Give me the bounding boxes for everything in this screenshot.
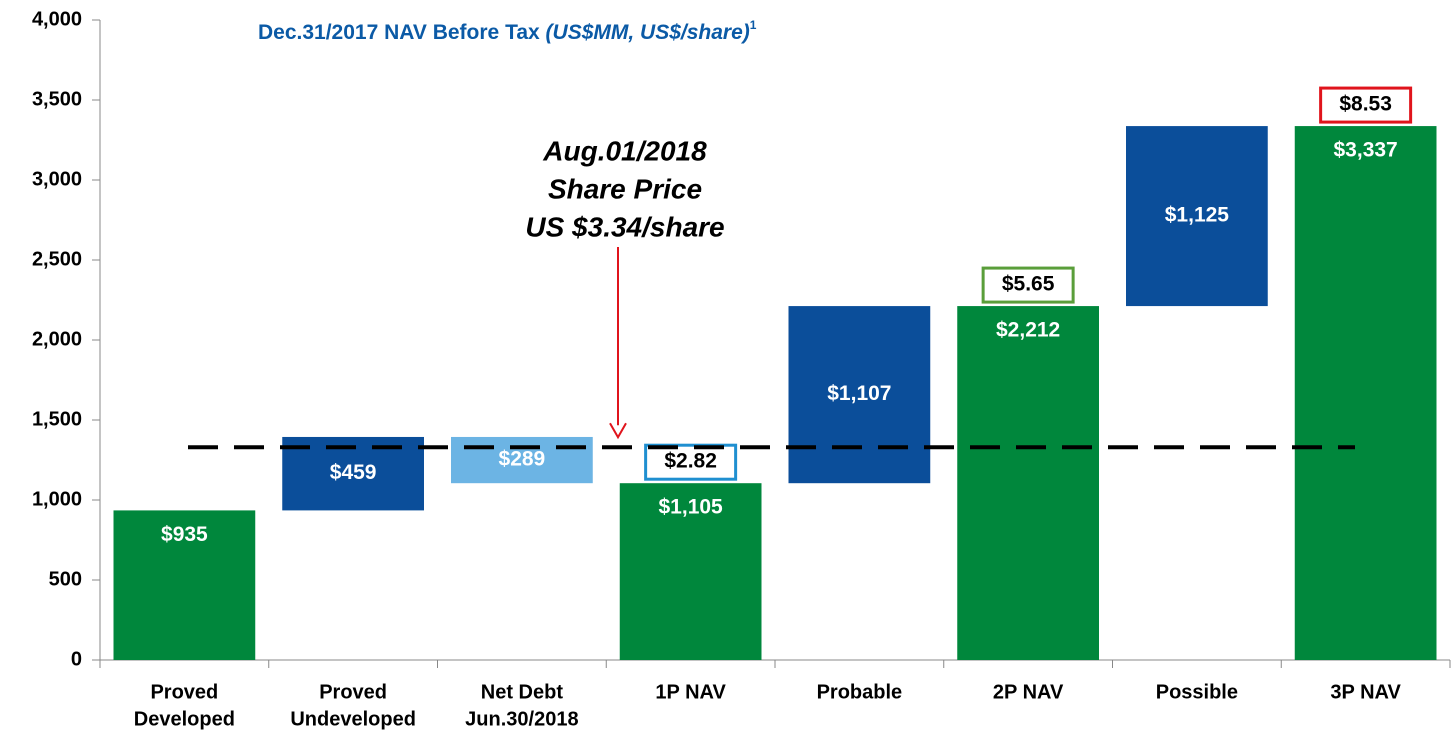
value-label: $3,337 [1334, 139, 1398, 162]
y-tick-label: 1,500 [32, 408, 82, 430]
per-share-box [1319, 86, 1413, 124]
x-tick-label: Undeveloped [290, 708, 416, 730]
value-label: $935 [161, 523, 208, 546]
x-tick-label: Proved [150, 681, 218, 703]
x-tick-label: 3P NAV [1330, 681, 1401, 703]
title-note: 1 [750, 18, 757, 32]
bar [957, 306, 1099, 660]
bar [113, 510, 256, 660]
y-tick-label: 500 [49, 568, 82, 590]
bar [619, 483, 762, 660]
y-tick-label: 2,500 [32, 248, 82, 270]
bar [1294, 126, 1437, 660]
bar [1126, 126, 1268, 307]
x-tick-label: Proved [319, 681, 387, 703]
value-label: $289 [499, 448, 546, 471]
per-share-label: $8.53 [1339, 93, 1392, 116]
y-tick-label: 0 [71, 648, 82, 670]
per-share-box [644, 443, 738, 481]
value-label: $459 [330, 461, 377, 484]
per-share-label: $2.82 [664, 450, 717, 473]
y-tick-label: 4,000 [32, 8, 82, 30]
x-tick-label: 2P NAV [993, 681, 1064, 703]
y-tick-label: 3,000 [32, 168, 82, 190]
value-label: $2,212 [996, 319, 1060, 342]
y-tick-label: 2,000 [32, 328, 82, 350]
y-tick-label: 3,500 [32, 88, 82, 110]
x-tick-label: Jun.30/2018 [465, 708, 578, 730]
arrow-head [609, 422, 627, 440]
title-units: (US$MM, US$/share) [546, 21, 750, 44]
value-label: $1,105 [659, 496, 724, 519]
title-main: Dec.31/2017 NAV Before Tax [258, 21, 540, 44]
bar [788, 306, 931, 484]
x-tick-label: Probable [817, 681, 903, 703]
annotation: US $3.34/share [525, 211, 724, 242]
value-label: $1,107 [827, 382, 891, 405]
x-tick-label: Net Debt [481, 681, 564, 703]
annotation: Aug.01/2018 [542, 135, 707, 166]
bar [451, 436, 593, 484]
per-share-box [981, 266, 1075, 304]
x-tick-label: Developed [134, 708, 235, 730]
x-tick-label: Possible [1156, 681, 1238, 703]
per-share-label: $5.65 [1002, 273, 1055, 296]
chart-title: Dec.31/2017 NAV Before Tax (US$MM, US$/s… [258, 18, 757, 43]
y-tick-label: 1,000 [32, 488, 82, 510]
value-label: $1,125 [1165, 204, 1230, 227]
x-tick-label: 1P NAV [655, 681, 726, 703]
annotation: Share Price [548, 173, 702, 204]
